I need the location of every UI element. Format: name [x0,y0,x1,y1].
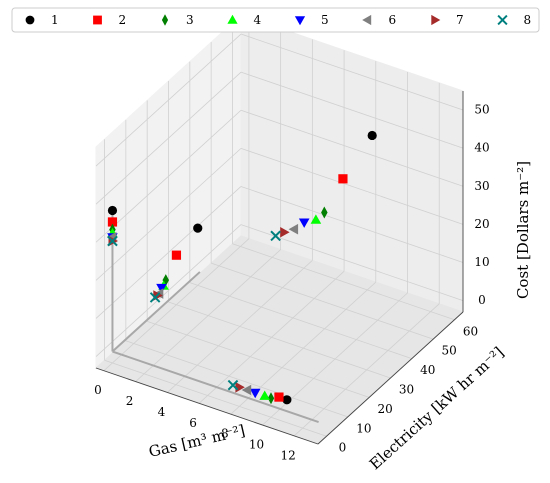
x-tick-label: 10 [249,438,264,452]
x-tick-label: 0 [94,383,102,397]
grid-y-floor [168,301,391,379]
x-tick-label: 2 [126,394,134,408]
grid-y-floor [211,262,434,340]
data-point-series-8 [149,292,161,303]
legend: 1 2 3 4 5 6 7 8 [11,7,540,33]
z-tick-label: 0 [478,293,486,307]
grid-y-floor [125,340,348,418]
grid-y-floor [104,359,327,437]
x-tick-label: 6 [189,416,197,430]
legend-label: 5 [321,13,329,27]
legend-label: 1 [51,13,59,27]
data-point-series-1 [107,205,118,216]
legend-marker-8 [497,14,508,26]
z-tick-label: 50 [474,103,489,117]
data-point-series-1 [193,223,203,233]
data-point-series-3 [321,206,328,219]
legend-marker-2 [93,15,102,25]
legend-marker-3 [161,14,169,26]
data-point-series-4 [310,214,322,224]
grid-z-back [240,186,464,263]
grid-z-left [95,33,242,167]
x-tick-label: 12 [281,448,296,462]
data-point-series-3 [162,274,169,287]
legend-label: 7 [456,13,464,27]
y-tick-label: 40 [420,363,435,377]
grid-z-left [95,71,242,205]
data-point-series-2 [171,250,182,260]
x-tick-label: 4 [158,405,166,419]
data-point-series-1 [282,395,292,405]
data-point-series-8 [107,235,118,247]
data-point-series-6 [288,223,299,235]
legend-frame [11,7,540,33]
grid-y-floor [232,243,455,321]
data-point-series-2 [107,217,118,227]
y-tick-label: 60 [463,324,478,338]
data-point-series-5 [156,283,167,294]
z-tick-label: 30 [474,179,489,193]
grid-z-back [240,33,464,111]
legend-marker-1 [25,15,35,25]
grid-z-left [95,148,242,281]
z-tick-label: 10 [474,255,489,269]
data-point-series-1 [367,130,377,141]
data-point-series-2 [338,174,348,184]
data-point-series-7 [280,227,290,238]
legend-label: 8 [524,13,532,27]
y-tick-label: 50 [441,344,456,358]
tick-labels: 0 2 4 6 8 10 12 0 10 20 30 40 50 60 0 10 20 30 40 50 [94,103,490,463]
grid-y-floor [147,321,370,398]
data-point-series-8 [227,379,239,391]
guide-gas [112,350,319,424]
legend-label: 6 [389,13,397,27]
axis-panes [95,13,464,445]
data-point-series-3 [267,392,275,405]
y-tick-label: 10 [356,421,371,435]
grid-z-left [95,109,242,243]
data-point-series-4 [259,390,270,400]
data-point-series-8 [270,230,281,242]
y-tick-label: 30 [399,383,414,397]
data-point-series-5 [298,218,310,228]
axis-lines [95,91,464,445]
grid-y-floor [189,282,412,359]
legend-label: 3 [186,13,194,27]
legend-label: 2 [119,13,127,27]
data-point-series-5 [249,388,261,399]
data-points [106,130,377,405]
y-axis-line [317,311,464,445]
z-axis-label: Cost [Dollars m⁻²] [514,161,532,299]
x-axis-line [95,367,319,445]
data-point-series-7 [235,382,245,393]
legend-label: 4 [254,13,262,27]
legend-marker-5 [294,16,306,26]
y-tick-label: 20 [378,402,393,416]
legend-marker-4 [227,14,238,24]
grid-z-left [95,186,242,319]
grid-z-back [240,109,464,187]
guide-electricity [111,271,201,353]
z-tick-label: 20 [474,217,489,231]
legend-marker-6 [362,14,372,26]
grid-z-left [95,224,242,357]
y-tick-label: 0 [339,441,347,455]
data-point-series-2 [274,392,284,402]
data-point-series-6 [241,384,252,396]
grid-z-back [240,147,464,225]
grid-z-back [240,71,464,149]
z-tick-label: 40 [474,141,489,155]
x-tick-label: 8 [221,427,229,441]
legend-marker-7 [431,14,441,26]
